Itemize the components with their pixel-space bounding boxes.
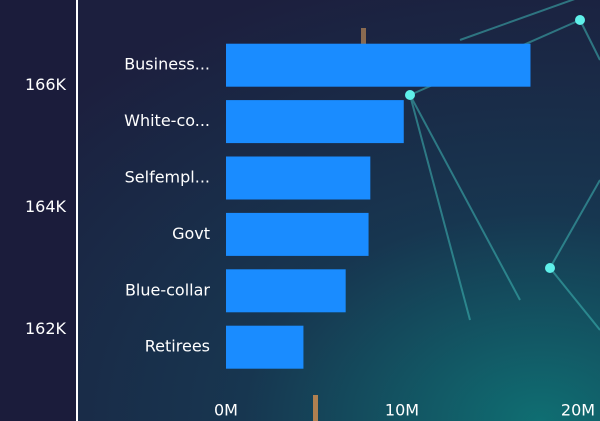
bar [226, 156, 371, 200]
bar [226, 43, 531, 87]
bar [226, 100, 404, 144]
bar [226, 212, 369, 256]
y-tick-label: White-co... [124, 111, 210, 130]
y-tick-label: 162K [25, 319, 67, 338]
y-tick-label: 166K [25, 75, 67, 94]
bar [226, 325, 304, 369]
y-tick-label: Retirees [145, 337, 210, 356]
y-tick-label: Business... [124, 55, 210, 74]
y-tick-label: Selfempl... [125, 168, 210, 187]
y-tick-label: Govt [172, 224, 210, 243]
y-tick-label: Blue-collar [125, 280, 210, 299]
network-decor [409, 0, 600, 331]
decor [313, 395, 318, 421]
network-nodes [405, 15, 585, 273]
y-tick-label: 164K [25, 197, 67, 216]
decor [361, 28, 366, 44]
x-tick-label: 0M [214, 401, 238, 420]
x-tick-label: 20M [561, 401, 595, 420]
side-panel [0, 0, 77, 421]
bar [226, 269, 346, 313]
x-tick-label: 10M [385, 401, 419, 420]
